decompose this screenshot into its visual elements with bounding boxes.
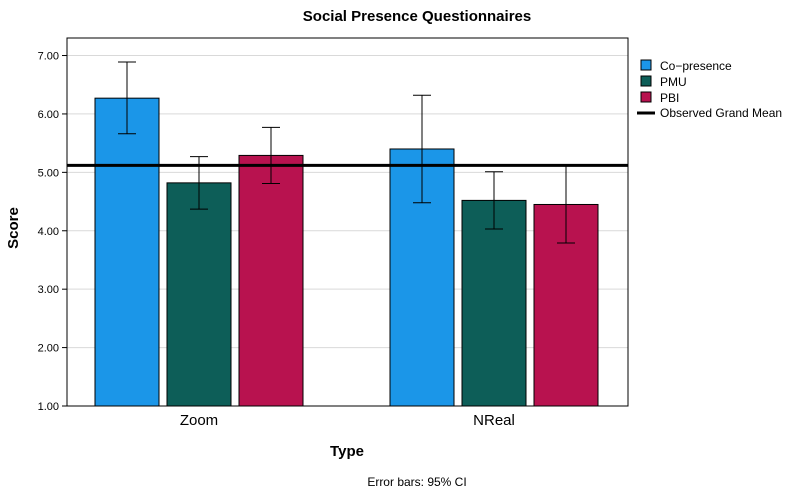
category-label-nreal: NReal	[473, 412, 515, 429]
y-tick-label: 4.00	[38, 226, 59, 238]
y-tick-label: 7.00	[38, 51, 59, 63]
legend-swatch-0	[640, 59, 652, 71]
plot-frame	[66, 37, 629, 407]
chart-title: Social Presence Questionnaires	[303, 8, 531, 25]
y-tick-labels: 1.00 2.00 3.00 4.00 5.00 6.00 7.00	[38, 51, 59, 413]
bar-zoom-2	[238, 154, 304, 407]
y-tick-label: 1.00	[38, 401, 59, 413]
gridlines	[62, 55, 628, 407]
legend-label-grand-mean: Observed Grand Mean	[660, 106, 782, 120]
x-axis-title: Type	[330, 443, 364, 460]
category-label-zoom: Zoom	[180, 412, 218, 429]
legend-swatch-1	[640, 75, 652, 87]
y-tick-label: 5.00	[38, 167, 59, 179]
bar-nreal-1	[461, 199, 527, 407]
footnote: Error bars: 95% CI	[367, 475, 466, 489]
bars	[94, 97, 599, 407]
y-tick-label: 3.00	[38, 284, 59, 296]
category-labels: Zoom NReal	[180, 412, 515, 429]
bar-zoom-1	[166, 182, 232, 407]
legend-label-1: PMU	[660, 75, 687, 89]
y-tick-label: 6.00	[38, 109, 59, 121]
y-tick-label: 2.00	[38, 343, 59, 355]
legend-label-2: PBI	[660, 91, 679, 105]
y-axis-title: Score	[5, 207, 22, 249]
legend-label-0: Co−presence	[660, 59, 732, 73]
legend-swatch-2	[640, 91, 652, 103]
bar-zoom-0	[94, 97, 160, 407]
